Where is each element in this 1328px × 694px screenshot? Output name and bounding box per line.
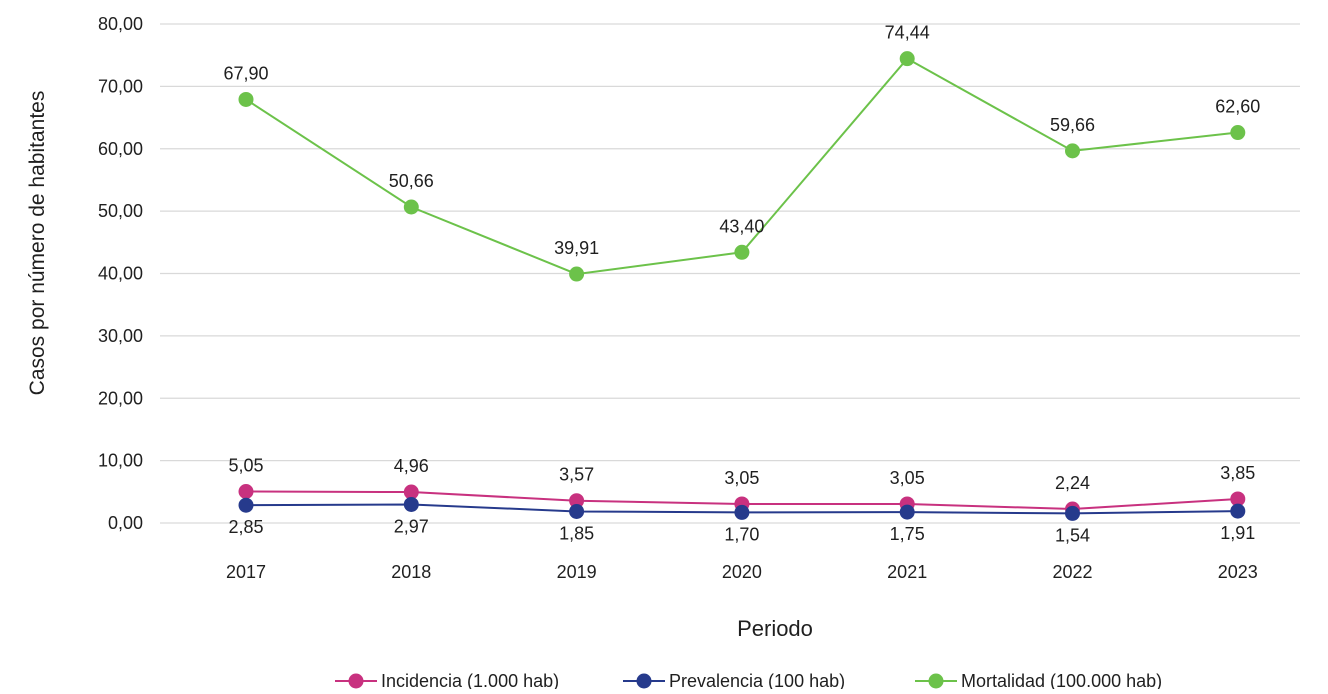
- x-tick-label: 2023: [1218, 562, 1258, 582]
- data-point: [238, 497, 254, 513]
- data-point: [569, 503, 585, 519]
- data-point: [403, 484, 419, 500]
- x-tick-label: 2022: [1052, 562, 1092, 582]
- legend-marker: [348, 673, 364, 689]
- data-point: [569, 266, 585, 282]
- y-tick-label: 60,00: [98, 139, 143, 159]
- y-tick-label: 40,00: [98, 264, 143, 284]
- y-tick-label: 20,00: [98, 388, 143, 408]
- data-point: [403, 199, 419, 215]
- legend-marker: [636, 673, 652, 689]
- y-tick-label: 30,00: [98, 326, 143, 346]
- x-axis-ticks: 2017 2018 2019 2020 2021 2022 2023: [226, 562, 1258, 582]
- data-point: [238, 91, 254, 107]
- data-label: 3,05: [724, 468, 759, 488]
- data-label: 67,90: [223, 63, 268, 83]
- data-point: [403, 496, 419, 512]
- data-point: [734, 504, 750, 520]
- data-point: [1230, 125, 1246, 141]
- data-label: 50,66: [389, 171, 434, 191]
- legend-label: Incidencia (1.000 hab): [381, 671, 559, 689]
- data-label: 4,96: [394, 456, 429, 476]
- data-point: [1065, 505, 1080, 521]
- series-line: [245, 57, 1238, 276]
- y-tick-label: 70,00: [98, 76, 143, 96]
- y-axis-title: Casos por número de habitantes: [26, 91, 49, 396]
- x-tick-label: 2019: [557, 562, 597, 582]
- y-tick-label: 0,00: [108, 513, 143, 533]
- data-label: 59,66: [1050, 115, 1095, 135]
- x-axis-title: Periodo: [737, 616, 813, 641]
- data-label: 1,54: [1055, 525, 1090, 545]
- data-point: [899, 504, 915, 520]
- data-point: [899, 51, 915, 67]
- data-point: [1065, 143, 1080, 159]
- data-label: 3,57: [559, 465, 594, 485]
- data-label: 2,24: [1055, 473, 1090, 493]
- data-label: 3,85: [1220, 463, 1255, 483]
- x-tick-label: 2017: [226, 562, 266, 582]
- data-label: 43,40: [719, 216, 764, 236]
- data-point: [238, 484, 254, 500]
- data-label: 5,05: [228, 456, 263, 476]
- legend: Incidencia (1.000 hab) Prevalencia (100 h…: [335, 671, 1162, 691]
- y-tick-label: 50,00: [98, 201, 143, 221]
- legend-label: Mortalidad (100.000 hab): [961, 671, 1162, 689]
- y-tick-label: 80,00: [98, 14, 143, 34]
- data-label: 3,05: [890, 468, 925, 488]
- y-tick-label: 10,00: [98, 451, 143, 471]
- data-labels: 5,05 4,96 3,57 3,05 3,05 2,24 3,85 2,85 2,97 1,85…: [223, 23, 1260, 546]
- data-label: 39,91: [554, 238, 599, 258]
- data-label: 2,97: [394, 516, 429, 536]
- data-label: 1,70: [724, 524, 759, 544]
- x-tick-label: 2018: [391, 562, 431, 582]
- legend-label: Prevalencia (100 hab): [669, 671, 845, 689]
- data-point: [1230, 503, 1246, 519]
- x-tick-label: 2020: [722, 562, 762, 582]
- y-axis-ticks: 0,00 10,00 20,00 30,00 40,00 50,00 60,00 70,00 8…: [98, 14, 143, 533]
- series-lines: [238, 51, 1246, 521]
- data-point: [569, 493, 585, 509]
- x-tick-label: 2021: [887, 562, 927, 582]
- data-point: [1230, 491, 1246, 507]
- data-label: 2,85: [228, 517, 263, 537]
- data-label: 1,75: [890, 524, 925, 544]
- gridlines: [160, 23, 1300, 524]
- data-label: 1,85: [559, 523, 594, 543]
- data-label: 1,91: [1220, 523, 1255, 543]
- data-label: 62,60: [1215, 97, 1260, 117]
- data-label: 74,44: [885, 23, 930, 43]
- legend-marker: [928, 673, 944, 689]
- data-point: [734, 244, 750, 260]
